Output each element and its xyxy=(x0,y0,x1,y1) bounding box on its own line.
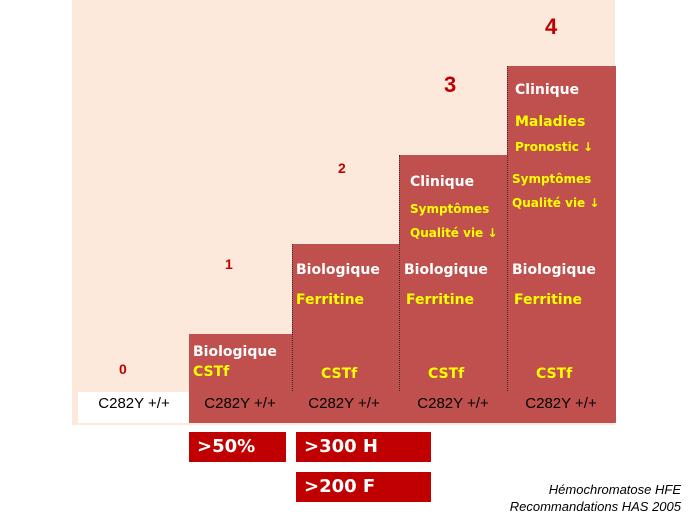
col1-biologique: Biologique xyxy=(193,344,277,360)
threshold-cstf: >50% xyxy=(189,432,286,462)
genotype-baseline-level0-cover xyxy=(78,392,189,423)
col4-pronostic: Pronostic ↓ xyxy=(515,140,594,154)
level-number-3: 3 xyxy=(444,72,457,97)
step-column-3 xyxy=(399,155,508,423)
credit-line-2: Recommandations HAS 2005 xyxy=(509,499,681,514)
col2-biologique: Biologique xyxy=(296,262,380,278)
genotype-label-4: C282Y +/+ xyxy=(525,395,597,412)
col4-ferritine: Ferritine xyxy=(514,292,583,308)
col3-clinique: Clinique xyxy=(410,174,475,190)
genotype-label-1: C282Y +/+ xyxy=(204,395,276,412)
col4-clinique: Clinique xyxy=(515,82,580,98)
threshold-ferritine-f: >200 F xyxy=(296,472,431,502)
genotype-label-0: C282Y +/+ xyxy=(98,395,170,412)
col4-biologique: Biologique xyxy=(512,262,596,278)
col2-cstf: CSTf xyxy=(321,366,358,382)
threshold-ferritine-h: >300 H xyxy=(296,432,431,462)
col3-symptomes: Symptômes xyxy=(410,202,490,216)
col4-cstf: CSTf xyxy=(536,366,573,382)
col3-cstf: CSTf xyxy=(428,366,465,382)
col2-ferritine: Ferritine xyxy=(296,292,365,308)
col3-ferritine: Ferritine xyxy=(406,292,475,308)
level-number-1: 1 xyxy=(225,256,233,272)
col3-qualite-vie: Qualité vie ↓ xyxy=(410,226,498,240)
step-column-4 xyxy=(507,66,616,423)
genotype-label-2: C282Y +/+ xyxy=(308,395,380,412)
level-number-2: 2 xyxy=(338,160,346,176)
col3-biologique: Biologique xyxy=(404,262,488,278)
col4-symptomes: Symptômes xyxy=(512,172,592,186)
level-number-4: 4 xyxy=(545,14,558,39)
col1-cstf: CSTf xyxy=(193,364,230,380)
credit-line-1: Hémochromatose HFE xyxy=(548,482,681,497)
genotype-label-3: C282Y +/+ xyxy=(417,395,489,412)
col4-maladies: Maladies xyxy=(515,114,586,130)
level-number-0: 0 xyxy=(119,361,127,377)
col4-qualite-vie: Qualité vie ↓ xyxy=(512,196,600,210)
